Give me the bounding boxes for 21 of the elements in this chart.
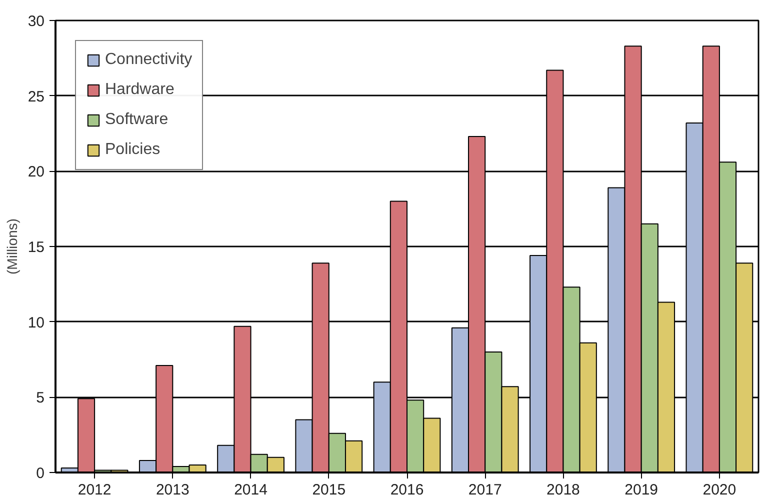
x-tick-label: 2018 xyxy=(546,482,580,497)
y-tick-label: 15 xyxy=(28,239,45,256)
y-tick-label: 0 xyxy=(36,465,44,482)
legend-label: Software xyxy=(105,111,168,129)
x-tick-label: 2016 xyxy=(390,482,424,497)
x-tick-label: 2014 xyxy=(234,482,268,497)
x-tick-label: 2015 xyxy=(312,482,346,497)
legend-label: Connectivity xyxy=(105,51,192,69)
x-tick-label: 2012 xyxy=(78,482,112,497)
x-tick-label: 2017 xyxy=(468,482,502,497)
legend-label: Policies xyxy=(105,141,160,159)
y-tick-label: 10 xyxy=(28,314,45,332)
legend-label: Hardware xyxy=(105,81,174,99)
x-tick-label: 2019 xyxy=(624,482,658,497)
y-tick-label: 5 xyxy=(36,390,44,407)
y-tick-label: 30 xyxy=(28,13,45,30)
y-axis-title: (Millions) xyxy=(4,218,20,274)
x-tick-label: 2013 xyxy=(156,482,190,497)
x-tick-label: 2020 xyxy=(702,482,736,497)
y-tick-label: 25 xyxy=(28,88,45,106)
y-tick-label: 20 xyxy=(28,164,45,181)
